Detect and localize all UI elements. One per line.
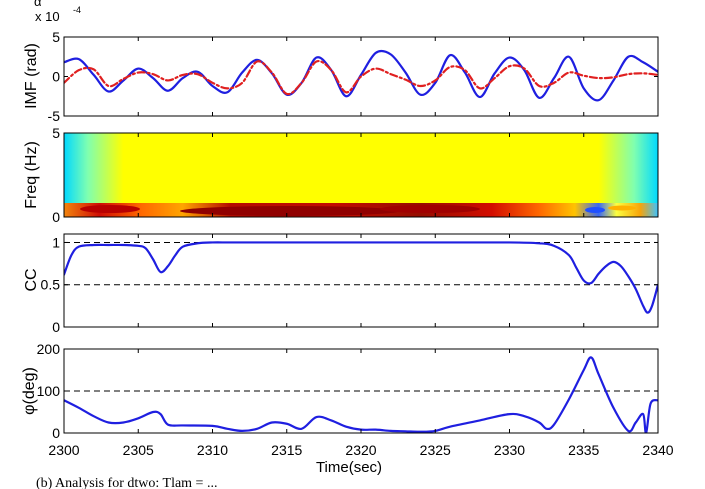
x-tick-label: 2310: [197, 442, 228, 458]
phase-ytick-label: 200: [37, 341, 61, 357]
imf-series-line-1: [64, 49, 658, 102]
imf-series-line-2: [64, 59, 658, 96]
imf-y-multiplier: x 10: [35, 9, 60, 24]
x-axis-label: Time(sec): [316, 459, 382, 476]
phase-ytick-label: 100: [37, 383, 61, 399]
frequency-heatmap: [64, 133, 658, 217]
frequency-ytick-label: 5: [52, 125, 60, 141]
phase-y-label: φ(deg): [21, 367, 38, 415]
x-tick-label: 2325: [420, 442, 451, 458]
panel-cc: 1 0.5 0 CC: [23, 233, 659, 335]
imf-y-label: IMF (rad): [23, 43, 40, 109]
cc-series-line-1: [64, 241, 658, 314]
cc-ytick-label: 0.5: [41, 277, 61, 293]
imf-y-multiplier-exp: -4: [73, 5, 81, 15]
imf-ytick-label: 5: [52, 29, 60, 45]
imf-ytick-label: -5: [48, 108, 61, 124]
x-tick-label: 2305: [123, 442, 154, 458]
cc-y-label: CC: [23, 268, 40, 291]
frequency-ytick-label: 0: [52, 209, 60, 225]
x-tick-label: 2340: [642, 442, 673, 458]
cc-ytick-label: 0: [52, 319, 60, 335]
imf-ytick-label: 0: [52, 69, 60, 85]
phase-ytick-label: 0: [52, 425, 60, 441]
x-tick-label: 2335: [568, 442, 599, 458]
phase-series-line-1: [64, 356, 658, 433]
cc-ytick-label: 1: [52, 234, 60, 250]
x-tick-label: 2320: [345, 442, 376, 458]
panel-imf: x 10 -4 5 0 -5 IMF (rad): [23, 5, 659, 124]
x-tick-label: 2315: [271, 442, 302, 458]
x-tick-label: 2300: [48, 442, 79, 458]
panel-frequency: 5 0 Freq (Hz): [23, 125, 659, 225]
figure-caption: (b) Analysis for dtwo: Tlam = ...: [36, 476, 217, 489]
x-tick-label: 2330: [494, 442, 525, 458]
top-fragment: α: [34, 0, 42, 9]
frequency-y-label: Freq (Hz): [23, 141, 40, 209]
cc-axes-box: [63, 233, 659, 328]
